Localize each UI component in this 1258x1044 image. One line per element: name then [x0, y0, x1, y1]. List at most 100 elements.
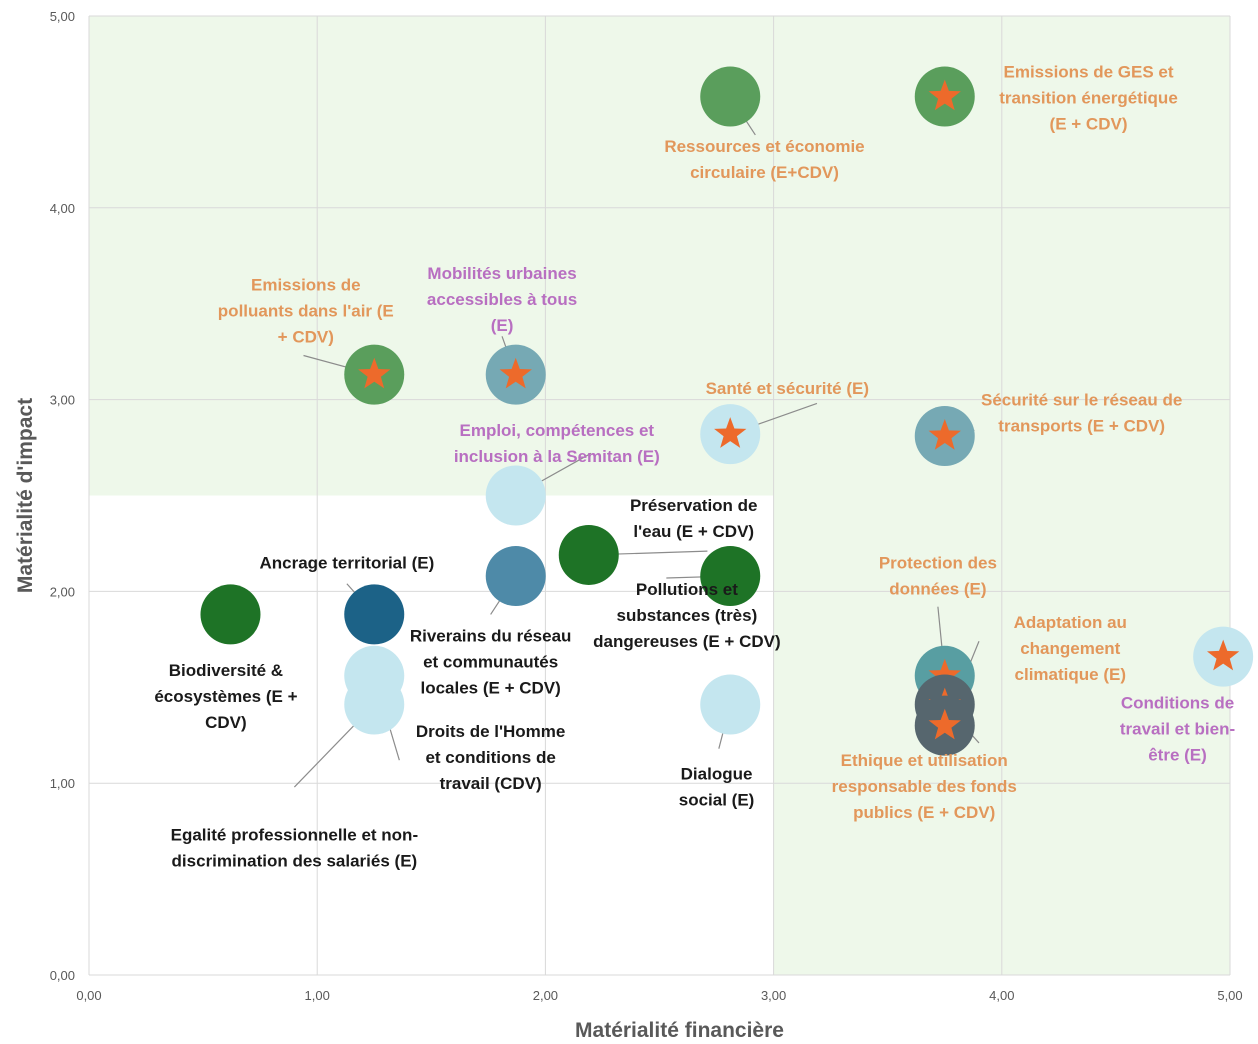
label-line: Mobilités urbaines [427, 264, 576, 283]
label-line: Dialogue [681, 764, 753, 783]
star-marker-conditions-de-travail-et-bien-etre-e [1207, 639, 1240, 671]
x-tick-label: 0,00 [76, 988, 101, 1003]
label-protection-des-donnees-e: Protection des données (E) [879, 553, 997, 598]
label-line: responsable des fonds [832, 777, 1017, 796]
label-line: Santé et sécurité (E) [706, 379, 869, 398]
x-tick-label: 1,00 [305, 988, 330, 1003]
label-securite-sur-le-reseau-de-transports-e-c: Sécurité sur le réseau de transports (E +… [981, 390, 1182, 435]
label-line: travail (CDV) [440, 774, 542, 793]
x-tick-label: 2,00 [533, 988, 558, 1003]
label-line: circulaire (E+CDV) [690, 163, 839, 182]
bubble-egalite-professionnelle-et-non-discrimin [344, 674, 405, 735]
label-conditions-de-travail-et-bien-etre-e: Conditions de travail et bien-être (E) [1120, 693, 1235, 764]
gridlines [88, 15, 1231, 976]
label-line: locales (E + CDV) [420, 678, 560, 697]
star-marker-sante-et-securite-e [714, 417, 747, 448]
label-emploi-competences-et-inclusion-a-la-sem: Emploi, compétences et inclusion à la Sem… [454, 421, 660, 466]
data-points [200, 66, 1254, 756]
label-line: Emploi, compétences et [459, 421, 654, 440]
bubble-ancrage-territorial-e [344, 584, 405, 645]
label-line: social (E) [679, 790, 755, 809]
label-line: (E) [491, 316, 514, 335]
label-line: et conditions de [425, 748, 555, 767]
label-line: publics (E + CDV) [853, 803, 995, 822]
star-marker-adaptation-au-changement-climatique-e [928, 708, 961, 740]
bubble-pollutions-et-substances-tres-dangereuse [700, 546, 761, 607]
y-tick-label: 5,00 [50, 9, 75, 24]
star-marker-emissions-de-ges-et-transition-energetiq [928, 79, 961, 111]
label-line: Biodiversité & [169, 661, 283, 680]
label-line: discrimination des salariés (E) [172, 852, 418, 871]
star-marker-protection-des-donnees-e [928, 658, 961, 690]
label-emissions-de-ges-et-transition-energetiq: Emissions de GES et transition énergétiqu… [999, 62, 1178, 133]
y-tick-label: 0,00 [50, 968, 75, 983]
star-marker-emissions-de-polluants-dans-l-air-e-cdv [358, 357, 391, 389]
label-egalite-professionnelle-et-non-discrimin: Egalité professionnelle et non-discrimin… [171, 826, 418, 871]
label-line: et communautés [423, 652, 558, 671]
label-line: dangereuses (E + CDV) [593, 632, 781, 651]
label-line: travail et bien- [1120, 719, 1235, 738]
label-sante-et-securite-e: Santé et sécurité (E) [706, 379, 869, 398]
bubble-emploi-competences-et-inclusion-a-la-sem [485, 465, 546, 526]
y-tick-label: 2,00 [50, 584, 75, 599]
label-line: Protection des [879, 553, 997, 572]
label-line: + CDV) [278, 327, 334, 346]
y-tick-label: 1,00 [50, 776, 75, 791]
bubble-preservation-de-l-eau-e-cdv [558, 524, 619, 585]
y-tick-label: 3,00 [50, 393, 75, 408]
label-adaptation-au-changement-climatique-e: Adaptation au changement climatique (E) [1014, 613, 1127, 684]
y-tick-label: 4,00 [50, 201, 75, 216]
label-line: Emissions de GES et [1003, 62, 1173, 81]
label-line: Préservation de [630, 496, 758, 515]
label-line: transports (E + CDV) [998, 416, 1165, 435]
label-biodiversite-ecosystemes-e-cdv: Biodiversité & écosystèmes (E + CDV) [154, 661, 297, 732]
label-line: être (E) [1148, 745, 1207, 764]
label-line: climatique (E) [1015, 665, 1126, 684]
star-marker-mobilites-urbaines-accessibles-a-tous-e [499, 357, 532, 389]
label-line: écosystèmes (E + [154, 687, 297, 706]
label-ressources-et-economie-circulaire-e-cdv: Ressources et économie circulaire (E+CDV) [664, 137, 864, 182]
label-line: changement [1020, 639, 1120, 658]
label-line: (E + CDV) [1050, 114, 1128, 133]
bubble-ressources-et-economie-circulaire-e-cdv [700, 66, 761, 127]
label-line: Ressources et économie [664, 137, 864, 156]
label-ethique-et-utilisation-responsable-des-f: Ethique et utilisation responsable des fo… [832, 751, 1017, 822]
label-line: Sécurité sur le réseau de [981, 390, 1182, 409]
x-tick-label: 5,00 [1217, 988, 1242, 1003]
label-line: Riverains du réseau [410, 626, 572, 645]
label-pollutions-et-substances-tres-dangereuse: Pollutions et substances (très) dangereuse… [593, 580, 781, 651]
x-tick-label: 4,00 [989, 988, 1014, 1003]
y-axis-ticks: 0,00 1,00 2,00 3,00 4,00 5,00 [50, 9, 75, 983]
x-tick-label: 3,00 [761, 988, 786, 1003]
label-ancrage-territorial-e: Ancrage territorial (E) [259, 553, 434, 572]
label-line: Emissions de [251, 275, 361, 294]
star-marker-securite-sur-le-reseau-de-transports-e-c [928, 419, 961, 450]
label-line: CDV) [205, 713, 247, 732]
label-line: Adaptation au [1014, 613, 1127, 632]
bubble-dialogue-social-e [700, 674, 761, 735]
label-line: données (E) [889, 579, 986, 598]
label-line: transition énergétique [999, 88, 1178, 107]
label-line: inclusion à la Semitan (E) [454, 447, 660, 466]
label-line: Ethique et utilisation [841, 751, 1008, 770]
y-axis-title: Matérialité d'impact [14, 398, 37, 593]
x-axis-ticks: 0,00 1,00 2,00 3,00 4,00 5,00 [76, 988, 1242, 1003]
label-line: accessibles à tous [427, 290, 577, 309]
label-line: l'eau (E + CDV) [633, 522, 754, 541]
point-labels: Ressources et économie circulaire (E+CDV)… [154, 62, 1235, 870]
label-riverains-du-reseau-et-communautes-local: Riverains du réseau et communautés locales… [410, 626, 572, 697]
bubble-biodiversite-ecosystemes-e-cdv [200, 584, 261, 645]
label-line: Ancrage territorial (E) [259, 553, 434, 572]
label-line: Egalité professionnelle et non- [171, 826, 418, 845]
x-axis-title: Matérialité financière [575, 1019, 784, 1042]
label-mobilites-urbaines-accessibles-a-tous-e: Mobilités urbaines accessibles à tous (E) [427, 264, 577, 335]
label-line: substances (très) [616, 606, 757, 625]
label-droits-de-l-homme-et-conditions-de-trava: Droits de l'Homme et conditions de travail… [416, 722, 566, 793]
bubble-riverains-du-reseau-et-communautes-local [485, 546, 546, 607]
label-dialogue-social-e: Dialogue social (E) [679, 764, 755, 809]
label-line: polluants dans l'air (E [218, 301, 394, 320]
label-preservation-de-l-eau-e-cdv: Préservation de l'eau (E + CDV) [630, 496, 758, 541]
label-line: Pollutions et [636, 580, 738, 599]
label-emissions-de-polluants-dans-l-air-e-cdv: Emissions de polluants dans l'air (E + CDV… [218, 275, 394, 346]
